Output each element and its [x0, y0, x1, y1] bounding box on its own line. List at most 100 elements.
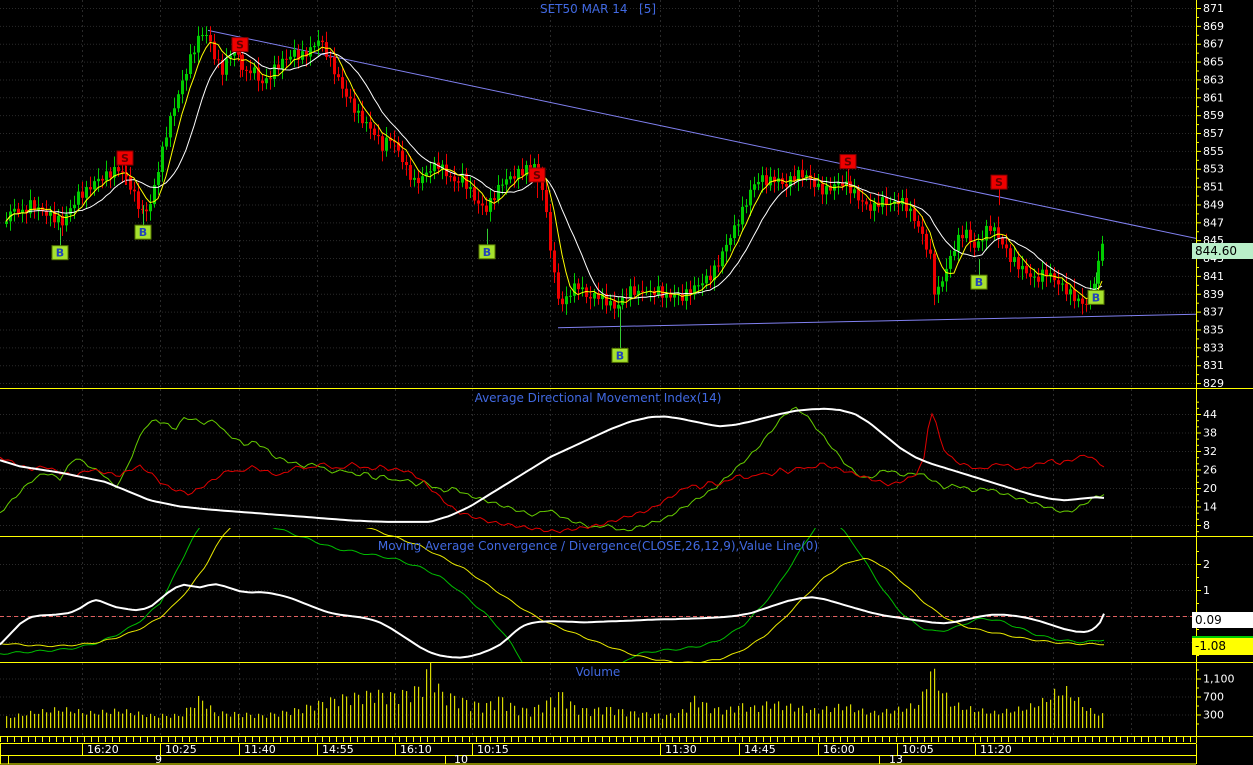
candle-body [949, 255, 952, 269]
candle-body [389, 137, 392, 141]
axis-label: 16:20 [87, 743, 119, 756]
candle-body [221, 60, 224, 75]
candle-body [901, 197, 904, 205]
volume-bar [770, 708, 772, 728]
candle-body [881, 197, 884, 207]
candle-body [637, 290, 640, 295]
candle-body [1021, 265, 1024, 270]
candle-body [417, 177, 420, 184]
volume-bar [450, 693, 452, 728]
volume-bar [802, 705, 804, 728]
candle-body [165, 137, 168, 147]
axis-label: B [1092, 291, 1100, 304]
sell-signal-marker: S [231, 37, 249, 78]
volume-bar [106, 712, 108, 728]
candle-body [333, 57, 336, 75]
volume-bar [422, 696, 424, 728]
volume-bar [578, 714, 580, 728]
candle-body [705, 275, 708, 284]
volume-bar [818, 713, 820, 728]
axis-label: 8 [1203, 519, 1210, 532]
price-panel[interactable]: S S S S S B B B B B B [0, 0, 1196, 388]
buy-icon [134, 224, 152, 240]
volume-bar [398, 703, 400, 728]
buy-icon [1087, 289, 1105, 305]
right-axis[interactable]: 871 869 867 865 863 861 859 857 855 853 851 849 847 8… [1196, 0, 1235, 743]
candle-body [1073, 289, 1076, 302]
candle-body [969, 229, 972, 242]
volume-bar [82, 713, 84, 728]
candle-body [477, 200, 480, 204]
candle-body [157, 172, 160, 185]
buy-signal-marker: B [134, 205, 152, 240]
candle-body [509, 176, 512, 180]
volume-bar [186, 707, 188, 728]
volume-bar [986, 713, 988, 728]
volume-bar [338, 706, 340, 728]
candle-body [297, 49, 300, 60]
candle-body [521, 168, 524, 176]
volume-bar [310, 705, 312, 728]
volume-bar [38, 713, 40, 728]
candle-body [837, 182, 840, 185]
volume-bar [674, 717, 676, 728]
volume-bar [850, 704, 852, 728]
axis-label: 11:20 [980, 743, 1012, 756]
candle-body [681, 293, 684, 301]
volume-bar [1006, 708, 1008, 728]
candle-body [697, 285, 700, 287]
volume-bar [698, 707, 700, 728]
volume-bar [354, 692, 356, 728]
candle-body [229, 55, 232, 59]
candle-body [113, 167, 116, 178]
volume-bar [86, 714, 88, 728]
time-axis[interactable]: 16:20 10:25 11:40 14:55 16:10 10:15 11:30 14:45… [0, 737, 1197, 765]
candle-body [797, 170, 800, 181]
volume-bar [738, 705, 740, 728]
macd-panel[interactable] [0, 501, 1196, 718]
volume-bar [214, 712, 216, 728]
volume-bar [822, 709, 824, 728]
candle-body [197, 35, 200, 53]
candle-body [613, 301, 616, 309]
candle-body [373, 128, 376, 135]
candle-body [469, 187, 472, 189]
volume-bar [750, 706, 752, 728]
candle-body [829, 185, 832, 191]
candle-body [49, 211, 52, 216]
candle-body [453, 176, 456, 182]
candle-body [981, 240, 984, 242]
candle-body [857, 189, 860, 201]
volume-bar [618, 709, 620, 728]
volume-bar [690, 702, 692, 728]
volume-bar [1082, 707, 1084, 728]
candle-body [409, 165, 412, 180]
candle-body [701, 283, 704, 286]
volume-bar [366, 690, 368, 728]
volume-bar [466, 700, 468, 728]
volume-bar [582, 708, 584, 728]
volume-bar [138, 711, 140, 728]
candle-body [361, 110, 364, 124]
candle-body [929, 249, 932, 254]
volume-bar [790, 703, 792, 728]
volume-panel[interactable] [0, 662, 1196, 736]
volume-bar [282, 710, 284, 728]
axis-label: 857 [1203, 127, 1224, 140]
volume-bar [126, 709, 128, 728]
candle-body [77, 191, 80, 205]
volume-bar [314, 710, 316, 728]
candle-body [953, 250, 956, 256]
volume-bar [478, 702, 480, 728]
volume-bar [918, 704, 920, 728]
volume-bar [826, 706, 828, 728]
candle-body [309, 47, 312, 57]
volume-bar [1042, 697, 1044, 728]
axis-label: 865 [1203, 56, 1224, 69]
axis-label: 16:00 [823, 743, 855, 756]
candle-body [873, 202, 876, 211]
axis-label: S [236, 39, 244, 52]
candle-body [121, 171, 124, 173]
candle-body [1097, 260, 1100, 284]
adx-panel[interactable] [0, 389, 1196, 536]
